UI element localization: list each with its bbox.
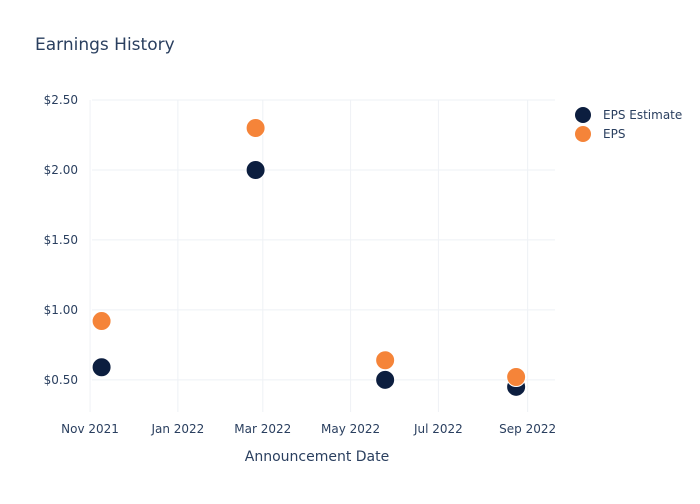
y-axis-ticks: $0.50 $1.00 $1.50 $2.00 $2.50: [44, 93, 78, 387]
x-axis-title: Announcement Date: [245, 449, 389, 465]
y-tick-label: $0.50: [44, 373, 78, 387]
chart-title: Earnings History: [35, 35, 175, 55]
legend-marker: [575, 126, 591, 142]
y-tick-label: $1.50: [44, 233, 78, 247]
x-tick-label: Jul 2022: [413, 422, 463, 436]
legend-label: EPS: [603, 127, 625, 141]
series-0: [91, 159, 527, 397]
series-1: [91, 117, 527, 388]
data-point[interactable]: [375, 350, 396, 371]
data-point[interactable]: [245, 159, 266, 180]
x-axis-ticks: Nov 2021 Jan 2022 Mar 2022 May 2022 Jul 2022…: [61, 422, 556, 436]
data-point[interactable]: [91, 357, 112, 378]
data-points: [91, 117, 527, 397]
legend-marker: [575, 107, 591, 123]
y-tick-label: $2.50: [44, 93, 78, 107]
legend: EPS Estimate EPS: [575, 107, 682, 142]
x-tick-label: Mar 2022: [234, 422, 291, 436]
y-tick-label: $2.00: [44, 163, 78, 177]
x-tick-label: Nov 2021: [61, 422, 119, 436]
data-point[interactable]: [245, 117, 266, 138]
x-tick-label: May 2022: [321, 422, 380, 436]
data-point[interactable]: [506, 367, 527, 388]
x-tick-label: Jan 2022: [150, 422, 204, 436]
x-tick-label: Sep 2022: [499, 422, 556, 436]
grid-lines: [89, 99, 555, 412]
data-point[interactable]: [375, 369, 396, 390]
legend-label: EPS Estimate: [603, 108, 682, 122]
data-point[interactable]: [91, 311, 112, 332]
y-tick-label: $1.00: [44, 303, 78, 317]
